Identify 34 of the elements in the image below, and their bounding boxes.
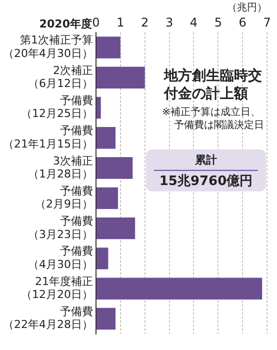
y-tick-label: 予備費（12月25日） <box>20 94 93 120</box>
bar <box>96 66 145 88</box>
annotation: ※補正予算は成立日、予備費は閣議決定日 <box>162 106 264 131</box>
bar <box>96 308 116 330</box>
bar <box>96 96 101 119</box>
y-axis-title: 2020年度 <box>39 17 92 30</box>
x-tick-label: 6 <box>238 15 246 30</box>
y-tick-label: 予備費（21年1月15日） <box>2 124 93 150</box>
x-tick-label: 3 <box>165 15 174 30</box>
bar <box>96 127 116 149</box>
x-tick-label: 1 <box>116 15 124 30</box>
y-tick-label: 第1次補正予算（20年4月30日） <box>2 34 93 60</box>
y-tick-label: 21年度補正（12月20日） <box>20 274 93 302</box>
annotation: 15兆9760億円 <box>159 172 253 189</box>
x-tick-label: 7 <box>263 15 271 30</box>
text: 地方創生臨時交付金の計上額 <box>162 67 262 102</box>
bar <box>96 187 118 210</box>
y-tick-label: 2次補正（6月12日） <box>28 64 93 90</box>
x-axis-title: （兆円） <box>227 2 267 14</box>
x-tick-label: 0 <box>92 15 100 30</box>
y-tick-label: 3次補正（1月28日） <box>28 154 93 180</box>
bar <box>96 36 120 58</box>
annotation: 累計 <box>194 153 217 166</box>
y-tick-label: 予備費（22年4月28日） <box>2 304 93 332</box>
y-tick-label: 予備費（4月30日） <box>28 244 93 271</box>
x-tick-label: 4 <box>190 15 198 30</box>
bar <box>96 278 262 300</box>
x-tick-label: 5 <box>214 15 222 30</box>
y-tick-label: 予備費（2月9日） <box>34 184 93 211</box>
y-tick-label: 予備費（3月23日） <box>28 214 93 241</box>
bar <box>96 157 133 179</box>
bar <box>96 248 108 270</box>
x-tick-label: 2 <box>141 15 149 30</box>
bar <box>96 217 136 240</box>
